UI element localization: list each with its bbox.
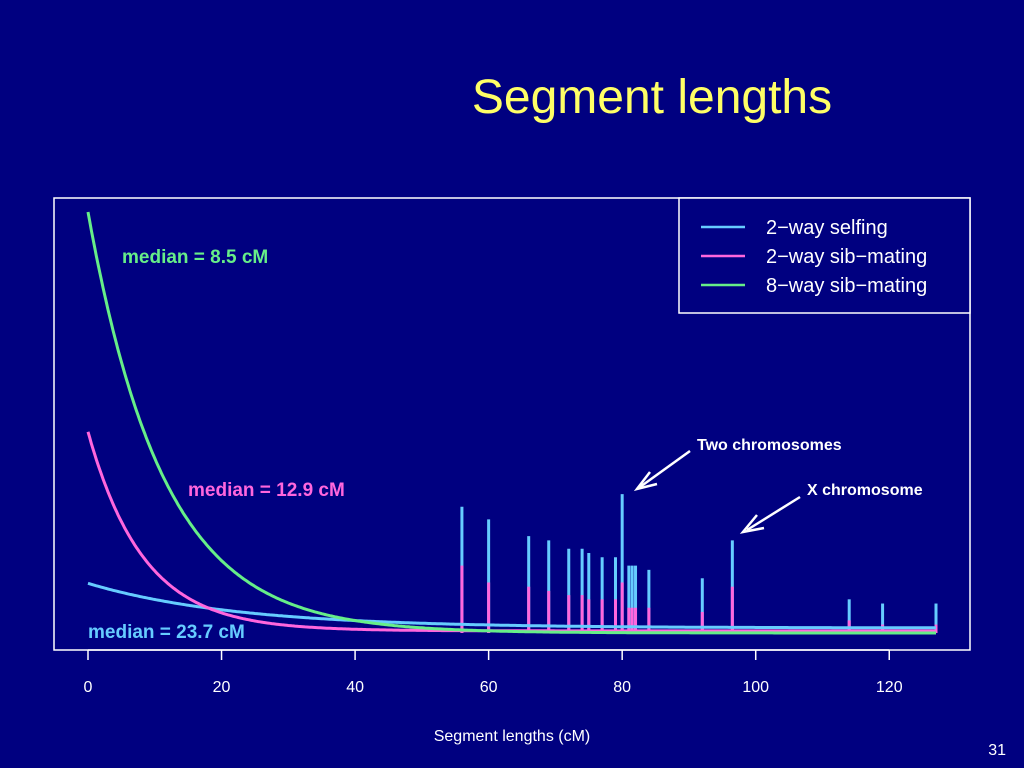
x-tick-label-80: 80 [613,679,631,696]
x-tick-label-20: 20 [213,679,231,696]
x-axis: 0 20 40 60 80 100 120 [84,649,903,696]
slide-title: Segment lengths [471,71,833,124]
curve-sib8 [86,211,936,635]
chromosome-spikes [460,494,938,633]
median-label-selfing: median = 23.7 cM [88,622,245,643]
x-tick-label-60: 60 [480,679,498,696]
curve-selfing [87,581,936,630]
annotation-two-chromosomes: Two chromosomes [697,437,842,454]
annotation-x-chromosome: X chromosome [807,482,923,499]
legend-label-selfing: 2−way selfing [766,217,888,239]
arrowhead-two-chromosomes [633,471,658,492]
legend-label-sib2: 2−way sib−mating [766,246,927,268]
arrow-x-chromosome [746,495,801,532]
slide-number: 31 [988,742,1006,759]
x-tick-label-40: 40 [346,679,364,696]
legend: 2−way selfing 2−way sib−mating 8−way sib−m… [701,217,927,297]
median-label-sib8: median = 8.5 cM [122,247,268,268]
arrowhead-x-chromosome [739,514,765,534]
x-tick-label-100: 100 [742,679,769,696]
median-label-sib2: median = 12.9 cM [188,480,345,501]
curve-sib2 [86,431,936,633]
legend-label-sib8: 8−way sib−mating [766,275,927,297]
arrow-two-chromosomes [639,449,691,489]
x-tick-label-120: 120 [876,679,903,696]
x-tick-label-0: 0 [84,679,93,696]
density-curves [86,211,936,635]
x-axis-label: Segment lengths (cM) [434,728,591,745]
